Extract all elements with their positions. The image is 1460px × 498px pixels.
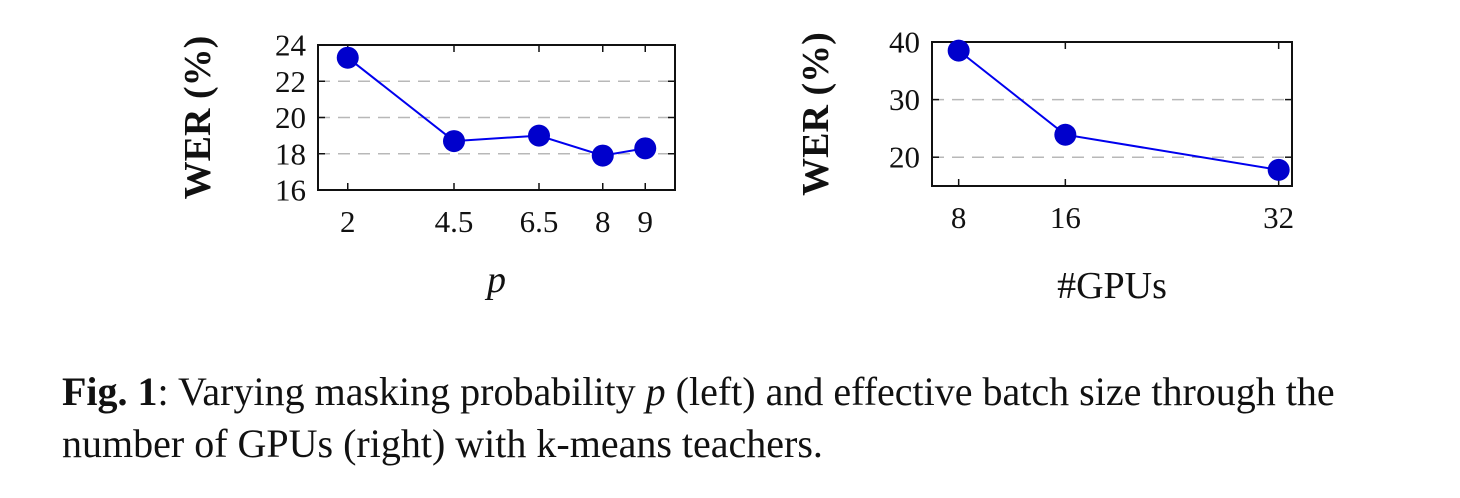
left-data-point	[443, 130, 465, 153]
right-ytick-label: 30	[889, 82, 920, 117]
left-xtick-label: 9	[638, 204, 654, 239]
left-series-line	[347, 56, 646, 157]
left-data-point	[634, 137, 657, 160]
caption-p-symbol: p	[645, 369, 666, 414]
left-ytick-label: 20	[275, 100, 306, 135]
left-ylabel: WER (%)	[177, 36, 219, 200]
left-data-point	[528, 124, 550, 147]
left-ytick-label: 16	[275, 173, 306, 208]
figure-caption: Fig. 1: Varying masking probability p (l…	[62, 366, 1422, 470]
left-xlabel: p	[484, 259, 506, 301]
right-ylabel: WER (%)	[795, 32, 837, 196]
left-data-point	[336, 46, 359, 69]
caption-label: Fig. 1	[62, 369, 158, 414]
right-xlabel: #GPUs	[1057, 265, 1167, 307]
left-ytick-label: 24	[275, 28, 307, 63]
caption-text-before: Varying masking probability	[168, 369, 646, 414]
right-ytick-label: 20	[889, 140, 920, 175]
left-ytick-label: 18	[275, 136, 306, 171]
left-data-point	[591, 144, 614, 167]
right-xtick-label: 32	[1263, 200, 1294, 235]
caption-text-after: (left) and effective batch size through …	[62, 369, 1335, 466]
wer-vs-gpus-chart: 20 30 40 8 16 32 WER (%) #GPUs	[795, 25, 1294, 308]
right-data-point	[1267, 158, 1290, 181]
left-xtick-label: 6.5	[520, 204, 559, 239]
right-data-point	[947, 39, 970, 62]
left-xtick-label: 2	[340, 204, 356, 239]
right-plot-frame	[931, 41, 1293, 187]
right-series-line	[958, 49, 1279, 171]
caption-colon: :	[157, 369, 169, 414]
right-xtick-label: 16	[1050, 200, 1081, 235]
right-xtick-label: 8	[951, 200, 967, 235]
left-ytick-label: 22	[275, 64, 306, 99]
left-xtick-label: 8	[595, 204, 611, 239]
left-xtick-label: 4.5	[435, 204, 474, 239]
right-ytick-label: 40	[889, 25, 920, 60]
right-data-point	[1054, 123, 1077, 146]
